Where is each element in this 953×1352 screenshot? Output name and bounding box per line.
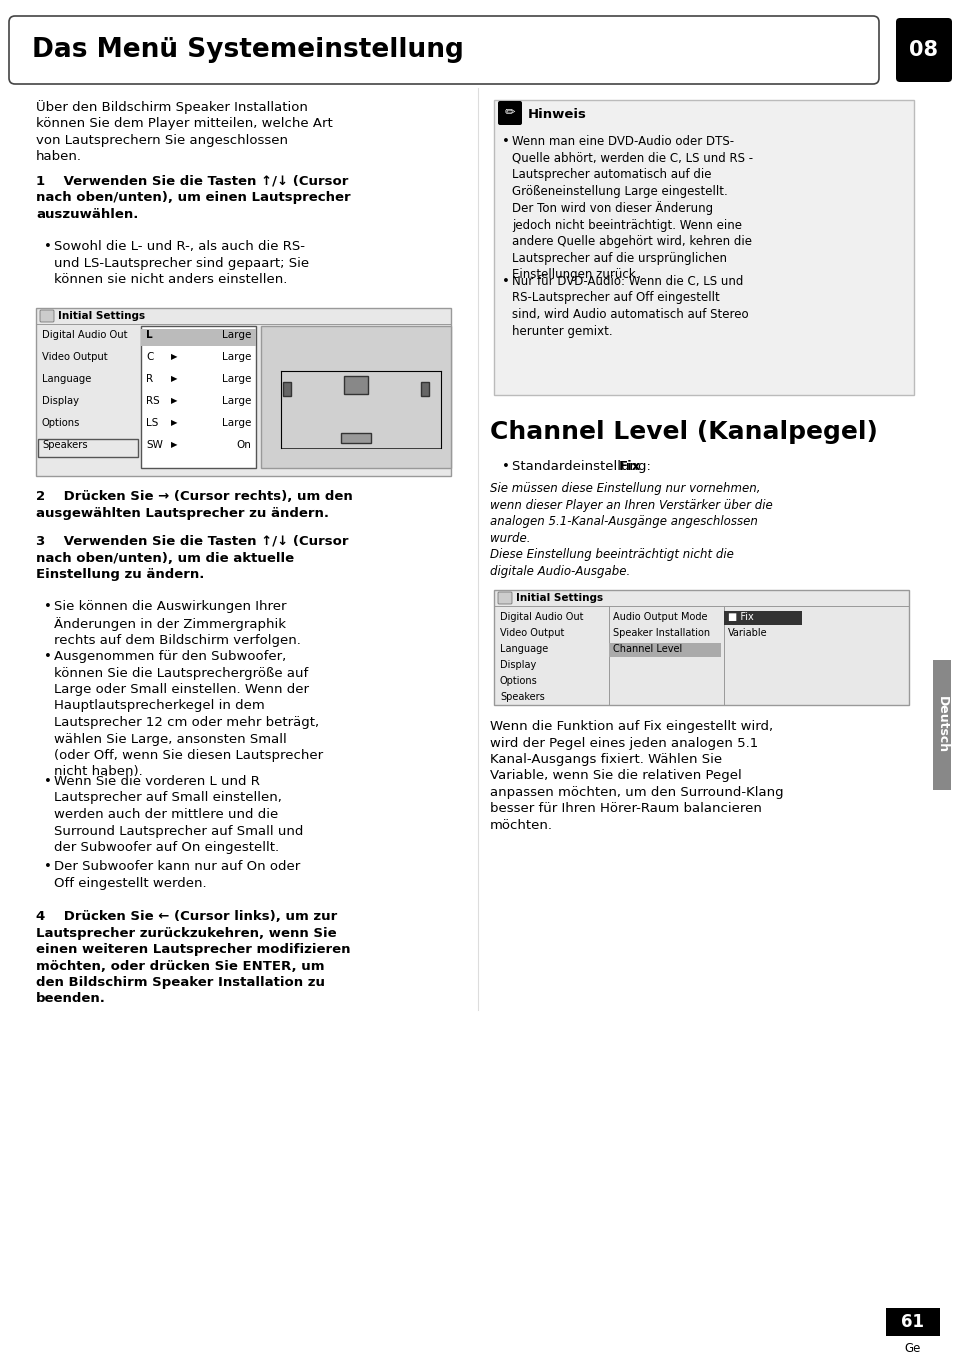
Text: Video Output: Video Output [42,352,108,362]
FancyBboxPatch shape [9,16,878,84]
Text: Channel Level (Kanalpegel): Channel Level (Kanalpegel) [490,420,877,443]
Text: 61: 61 [901,1313,923,1330]
Text: Digital Audio Out: Digital Audio Out [42,330,128,339]
Text: •: • [44,775,51,788]
Text: Display: Display [42,396,79,406]
Bar [608,644,720,657]
Text: Sie können die Auswirkungen Ihrer
Änderungen in der Zimmergraphik
rechts auf dem: Sie können die Auswirkungen Ihrer Änderu… [54,600,300,648]
FancyBboxPatch shape [494,589,908,704]
Bar [344,376,368,393]
Text: •: • [44,241,51,253]
Text: Large: Large [221,375,251,384]
Text: Diese Einstellung beeinträchtigt nicht die
digitale Audio-Ausgabe.: Diese Einstellung beeinträchtigt nicht d… [490,548,733,577]
Bar [141,329,255,346]
Text: Hinweis: Hinweis [527,108,586,120]
Text: Sie müssen diese Einstellung nur vornehmen,
wenn dieser Player an Ihren Verstärk: Sie müssen diese Einstellung nur vornehm… [490,483,772,545]
Bar [723,611,801,625]
Text: Options: Options [499,676,537,685]
FancyBboxPatch shape [497,592,512,604]
Text: •: • [501,274,509,288]
FancyBboxPatch shape [895,18,951,82]
Bar [261,326,451,468]
Text: ▶: ▶ [171,375,177,383]
Text: Über den Bildschirm Speaker Installation
können Sie dem Player mitteilen, welche: Über den Bildschirm Speaker Installation… [36,100,333,164]
Text: •: • [44,600,51,612]
Text: Fix: Fix [618,460,640,473]
FancyBboxPatch shape [494,100,913,395]
Bar [932,660,950,790]
Text: Digital Audio Out: Digital Audio Out [499,612,583,622]
Text: Variable: Variable [727,627,767,638]
Text: ▶: ▶ [171,418,177,427]
Bar [141,326,255,468]
Text: Speakers: Speakers [42,439,88,450]
FancyBboxPatch shape [36,308,451,476]
Text: L: L [146,330,152,339]
Text: ▶: ▶ [171,396,177,406]
Text: ▶: ▶ [171,352,177,361]
Text: RS: RS [146,396,159,406]
Text: Speakers: Speakers [499,692,544,702]
Text: Ge: Ge [903,1343,921,1352]
Text: SW: SW [146,439,163,450]
Text: Das Menü Systemeinstellung: Das Menü Systemeinstellung [32,37,463,64]
Text: Speaker Installation: Speaker Installation [613,627,709,638]
Text: •: • [44,650,51,662]
Text: Initial Settings: Initial Settings [516,594,602,603]
Text: Der Subwoofer kann nur auf On oder
Off eingestellt werden.: Der Subwoofer kann nur auf On oder Off e… [54,860,300,890]
Text: 3    Verwenden Sie die Tasten ↑/↓ (Cursor
nach oben/unten), um die aktuelle
Eins: 3 Verwenden Sie die Tasten ↑/↓ (Cursor n… [36,535,348,581]
Text: Large: Large [221,330,251,339]
Bar [283,383,291,396]
Text: Standardeinstellung:: Standardeinstellung: [512,460,655,473]
Text: Large: Large [221,418,251,429]
Text: Language: Language [42,375,91,384]
Bar [885,1307,939,1336]
Text: Wenn man eine DVD-Audio oder DTS-
Quelle abhört, werden die C, LS und RS -
Lauts: Wenn man eine DVD-Audio oder DTS- Quelle… [512,135,752,281]
Text: ■ Fix: ■ Fix [727,612,753,622]
Text: Deutsch: Deutsch [935,696,947,753]
Text: Nur für DVD-Audio: Wenn die C, LS und
RS-Lautsprecher auf Off eingestellt
sind, : Nur für DVD-Audio: Wenn die C, LS und RS… [512,274,748,338]
FancyBboxPatch shape [497,101,521,124]
Text: C: C [146,352,153,362]
Text: •: • [44,860,51,873]
Bar [420,383,429,396]
Text: Large: Large [221,352,251,362]
Text: Ausgenommen für den Subwoofer,
können Sie die Lautsprechergröße auf
Large oder S: Ausgenommen für den Subwoofer, können Si… [54,650,323,779]
Text: 1    Verwenden Sie die Tasten ↑/↓ (Cursor
nach oben/unten), um einen Lautspreche: 1 Verwenden Sie die Tasten ↑/↓ (Cursor n… [36,174,351,220]
Text: •: • [501,135,509,147]
Text: ▶: ▶ [171,439,177,449]
Bar [340,433,371,443]
Text: ✏: ✏ [504,107,515,119]
Text: R: R [146,375,153,384]
Text: Channel Level: Channel Level [613,644,681,654]
Text: Wenn die Funktion auf Fix eingestellt wird,
wird der Pegel eines jeden analogen : Wenn die Funktion auf Fix eingestellt wi… [490,721,782,831]
FancyBboxPatch shape [38,439,138,457]
Text: LS: LS [146,418,158,429]
Text: Display: Display [499,660,536,671]
Text: Large: Large [221,396,251,406]
Text: 4    Drücken Sie ← (Cursor links), um zur
Lautsprecher zurückzukehren, wenn Sie
: 4 Drücken Sie ← (Cursor links), um zur L… [36,910,350,1006]
Text: Audio Output Mode: Audio Output Mode [613,612,707,622]
Text: •: • [501,460,509,473]
Text: Sowohl die L- und R-, als auch die RS-
und LS-Lautsprecher sind gepaart; Sie
kön: Sowohl die L- und R-, als auch die RS- u… [54,241,309,287]
Text: Wenn Sie die vorderen L und R
Lautsprecher auf Small einstellen,
werden auch der: Wenn Sie die vorderen L und R Lautsprech… [54,775,303,854]
Text: Language: Language [499,644,548,654]
Text: Options: Options [42,418,80,429]
Text: On: On [236,439,251,450]
Text: 2    Drücken Sie → (Cursor rechts), um den
ausgewählten Lautsprecher zu ändern.: 2 Drücken Sie → (Cursor rechts), um den … [36,489,353,519]
Text: 08: 08 [908,41,938,59]
Text: Initial Settings: Initial Settings [58,311,145,320]
FancyBboxPatch shape [40,310,54,322]
Text: Video Output: Video Output [499,627,564,638]
